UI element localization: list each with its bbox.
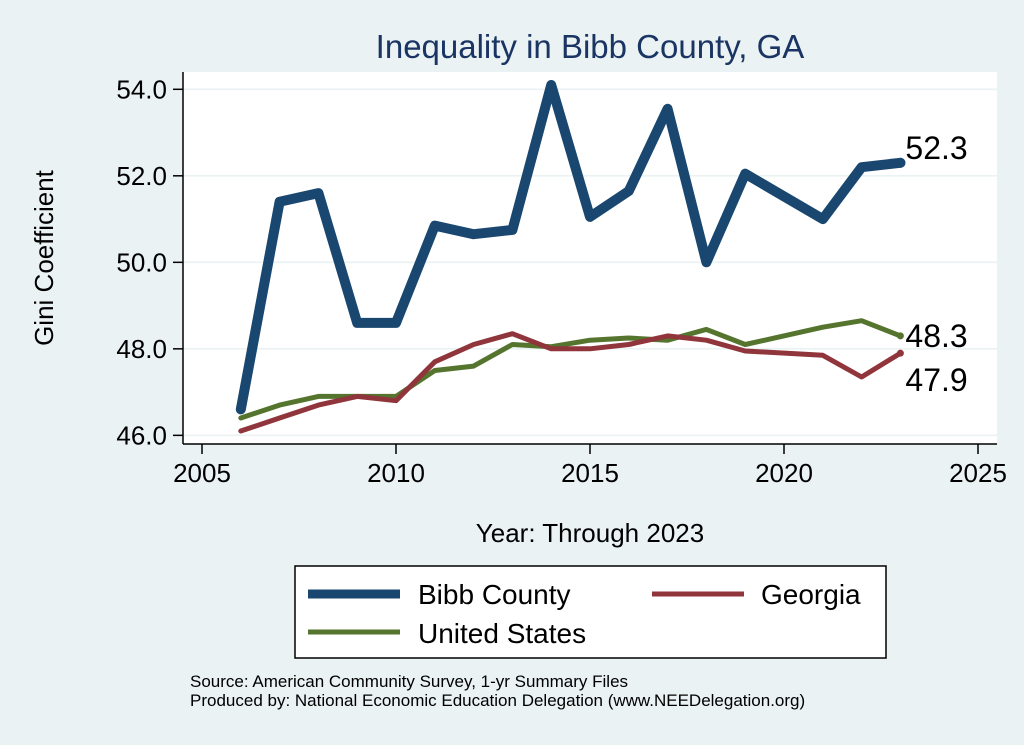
chart-title: Inequality in Bibb County, GA <box>376 28 805 65</box>
source-note: Source: American Community Survey, 1-yr … <box>190 672 628 691</box>
y-tick-label: 52.0 <box>116 161 167 191</box>
legend-label-bibb-county: Bibb County <box>418 579 571 610</box>
series-line-georgia <box>238 331 903 434</box>
y-tick-label: 48.0 <box>116 334 167 364</box>
x-tick-label: 2010 <box>367 458 425 488</box>
x-tick-label: 2020 <box>755 458 813 488</box>
x-tick-label: 2025 <box>949 458 1007 488</box>
y-tick-label: 46.0 <box>116 420 167 450</box>
end-label-united-states: 48.3 <box>905 318 967 354</box>
series-end-point <box>896 349 904 357</box>
x-axis-label: Year: Through 2023 <box>476 518 704 548</box>
producer-note: Produced by: National Economic Education… <box>190 691 805 710</box>
legend: Bibb County Georgia United States <box>294 565 887 659</box>
y-tick-label: 54.0 <box>116 74 167 104</box>
series-lines <box>235 80 906 434</box>
legend-label-united-states: United States <box>418 618 586 649</box>
end-label-georgia: 47.9 <box>905 362 967 398</box>
x-tick-label: 2015 <box>561 458 619 488</box>
axes: 46.0 48.0 50.0 52.0 54.0 2005 2010 2015 2020 2025 <box>116 72 1007 488</box>
end-labels: 52.3 48.3 47.9 <box>905 130 967 398</box>
series-line-bibb-county <box>235 80 906 415</box>
legend-label-georgia: Georgia <box>761 579 861 610</box>
y-axis-label: Gini Coefficient <box>29 169 59 346</box>
y-tick-label: 50.0 <box>116 247 167 277</box>
legend-box <box>294 565 887 659</box>
plot-area <box>183 72 997 444</box>
series-end-point <box>895 157 906 168</box>
end-label-bibb-county: 52.3 <box>905 130 967 166</box>
x-tick-label: 2005 <box>173 458 231 488</box>
series-end-point <box>896 332 904 340</box>
